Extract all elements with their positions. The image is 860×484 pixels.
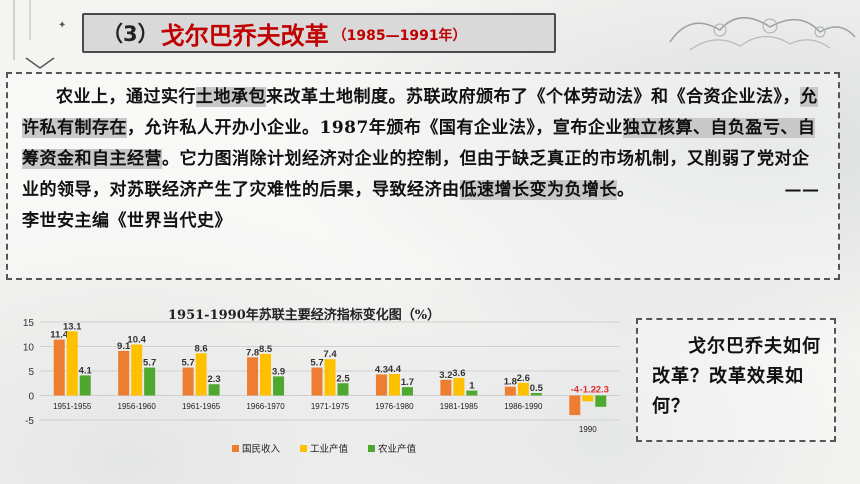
chart-bar <box>311 367 323 396</box>
highlight-land-contract: 土地承包 <box>196 87 266 107</box>
data-label: 2.5 <box>336 373 350 384</box>
chart-bar <box>118 350 130 396</box>
chart-bar <box>440 379 452 396</box>
legend-swatch <box>232 445 239 452</box>
title-number: （3） <box>102 22 159 46</box>
question-box: 戈尔巴乔夫如何改革？改革效果如何？ <box>636 318 836 442</box>
chart-bar <box>530 393 542 396</box>
data-label: 7.4 <box>323 349 337 360</box>
x-tick-label: 1981-1985 <box>440 402 479 411</box>
data-label: 3.6 <box>452 368 465 379</box>
passage-text: 农业上，通过实行土地承包来改革土地制度。苏联政府颁布了《个体劳动法》和《合资企业… <box>22 82 824 237</box>
x-tick-label: 1951-1955 <box>53 402 92 411</box>
data-label: 4.4 <box>388 364 402 375</box>
data-label: 0.5 <box>530 383 544 394</box>
passage-segment: 来改革土地制度。苏联政府颁布了《个体劳动法》和《合资企业法》， <box>266 87 800 107</box>
x-tick-label: 1986-1990 <box>504 402 543 411</box>
chart-bar <box>388 373 400 396</box>
x-tick-label: 1976-1980 <box>375 402 414 411</box>
highlight-negative-growth: 低速增长变为负增长 <box>459 180 617 200</box>
chart-bar <box>595 395 607 407</box>
data-label: 10.4 <box>127 335 146 346</box>
x-tick-label: 1990 <box>579 425 597 434</box>
legend-label: 农业产值 <box>378 443 417 455</box>
data-label: 8.5 <box>259 344 273 355</box>
passage-box: 农业上，通过实行土地承包来改革土地制度。苏联政府颁布了《个体劳动法》和《合资企业… <box>6 72 840 280</box>
chart-bar <box>131 344 143 396</box>
data-label: 8.6 <box>195 343 208 354</box>
chart-bar <box>401 387 413 396</box>
data-label: 5.7 <box>182 358 195 369</box>
data-label: 11.4 <box>50 330 69 341</box>
y-tick-label: -5 <box>25 416 34 427</box>
title-years: （1985—1991年） <box>332 28 467 44</box>
y-tick-label: 15 <box>23 318 35 329</box>
data-label: 2.3 <box>208 374 221 385</box>
chart-bar <box>144 367 156 396</box>
data-label: 7.8 <box>246 347 259 358</box>
chart-bar <box>53 339 65 396</box>
chart-bar <box>453 377 465 396</box>
chart-bar <box>273 376 285 396</box>
cloud-pattern-icon <box>669 17 856 51</box>
chart-bar <box>375 374 387 396</box>
x-tick-label: 1966-1970 <box>246 402 285 411</box>
x-tick-label: 1971-1975 <box>311 402 350 411</box>
chart-bar <box>260 353 272 396</box>
data-label: 1.7 <box>401 377 414 388</box>
data-label: 9.1 <box>117 341 131 352</box>
passage-segment: ，允许私人开办小企业。1987年颁布《国有企业法》，宣布企业 <box>127 118 623 138</box>
chart-bar <box>195 353 207 396</box>
corner-decoration-icon: ✦ <box>13 0 66 69</box>
data-label: 13.1 <box>63 321 82 332</box>
data-label: 5.7 <box>310 358 323 369</box>
x-tick-label: 1956-1960 <box>118 402 157 411</box>
chart-bar <box>569 395 581 416</box>
legend-swatch <box>300 445 307 452</box>
chart-bar <box>504 386 516 396</box>
data-label: -1.2 <box>580 385 596 396</box>
passage-segment: 。 <box>617 180 635 200</box>
chart-bar <box>337 383 349 396</box>
y-tick-label: 10 <box>23 343 35 354</box>
economic-indicators-chart: 15 10 5 0 -5 11.413.1 4.1 1951-1955 9.110.4 5.7 19… <box>23 318 620 455</box>
x-tick-label: 1961-1965 <box>182 402 221 411</box>
legend-label: 工业产值 <box>310 443 349 455</box>
data-label: 3.2 <box>439 370 452 381</box>
data-label: 3.9 <box>272 366 285 377</box>
passage-segment: 。它力图消除计划经济对企业的控制，但由于缺乏真正的市场机制，又削弱了党对企业的领… <box>22 149 810 200</box>
legend-swatch <box>368 445 375 452</box>
data-label: 1.8 <box>504 377 517 388</box>
data-label: 2.6 <box>517 373 530 384</box>
chart-bar <box>582 395 594 402</box>
data-label: 1 <box>469 381 475 392</box>
passage-segment: 农业上，通过实行 <box>56 87 196 107</box>
question-text: 戈尔巴乔夫如何改革？改革效果如何？ <box>652 336 821 417</box>
chart-bar <box>79 375 91 396</box>
data-label: 5.7 <box>143 358 156 369</box>
y-tick-label: 0 <box>28 392 34 403</box>
chart-bar <box>466 390 478 396</box>
title-box: （3） 戈尔巴乔夫改革 （1985—1991年） <box>82 13 556 53</box>
data-label: -4 <box>571 385 580 396</box>
chart-bar <box>517 382 529 396</box>
chart-bar <box>208 384 220 396</box>
chart-title: 1951-1990年苏联主要经济指标变化图（%） <box>168 308 441 323</box>
data-label: -2.3 <box>593 385 609 396</box>
chart-bar <box>247 357 259 396</box>
legend-label: 国民收入 <box>242 443 281 455</box>
data-label: 4.3 <box>375 364 388 375</box>
chart-bar <box>66 331 78 396</box>
data-label: 4.1 <box>79 365 93 376</box>
chart-bar <box>182 367 194 396</box>
chart-bar <box>324 359 336 396</box>
page-title: 戈尔巴乔夫改革 <box>160 21 329 50</box>
y-tick-label: 5 <box>28 367 34 378</box>
passage-source: ——李世安主编《世界当代史》 <box>22 180 820 231</box>
svg-text:✦: ✦ <box>58 20 66 31</box>
